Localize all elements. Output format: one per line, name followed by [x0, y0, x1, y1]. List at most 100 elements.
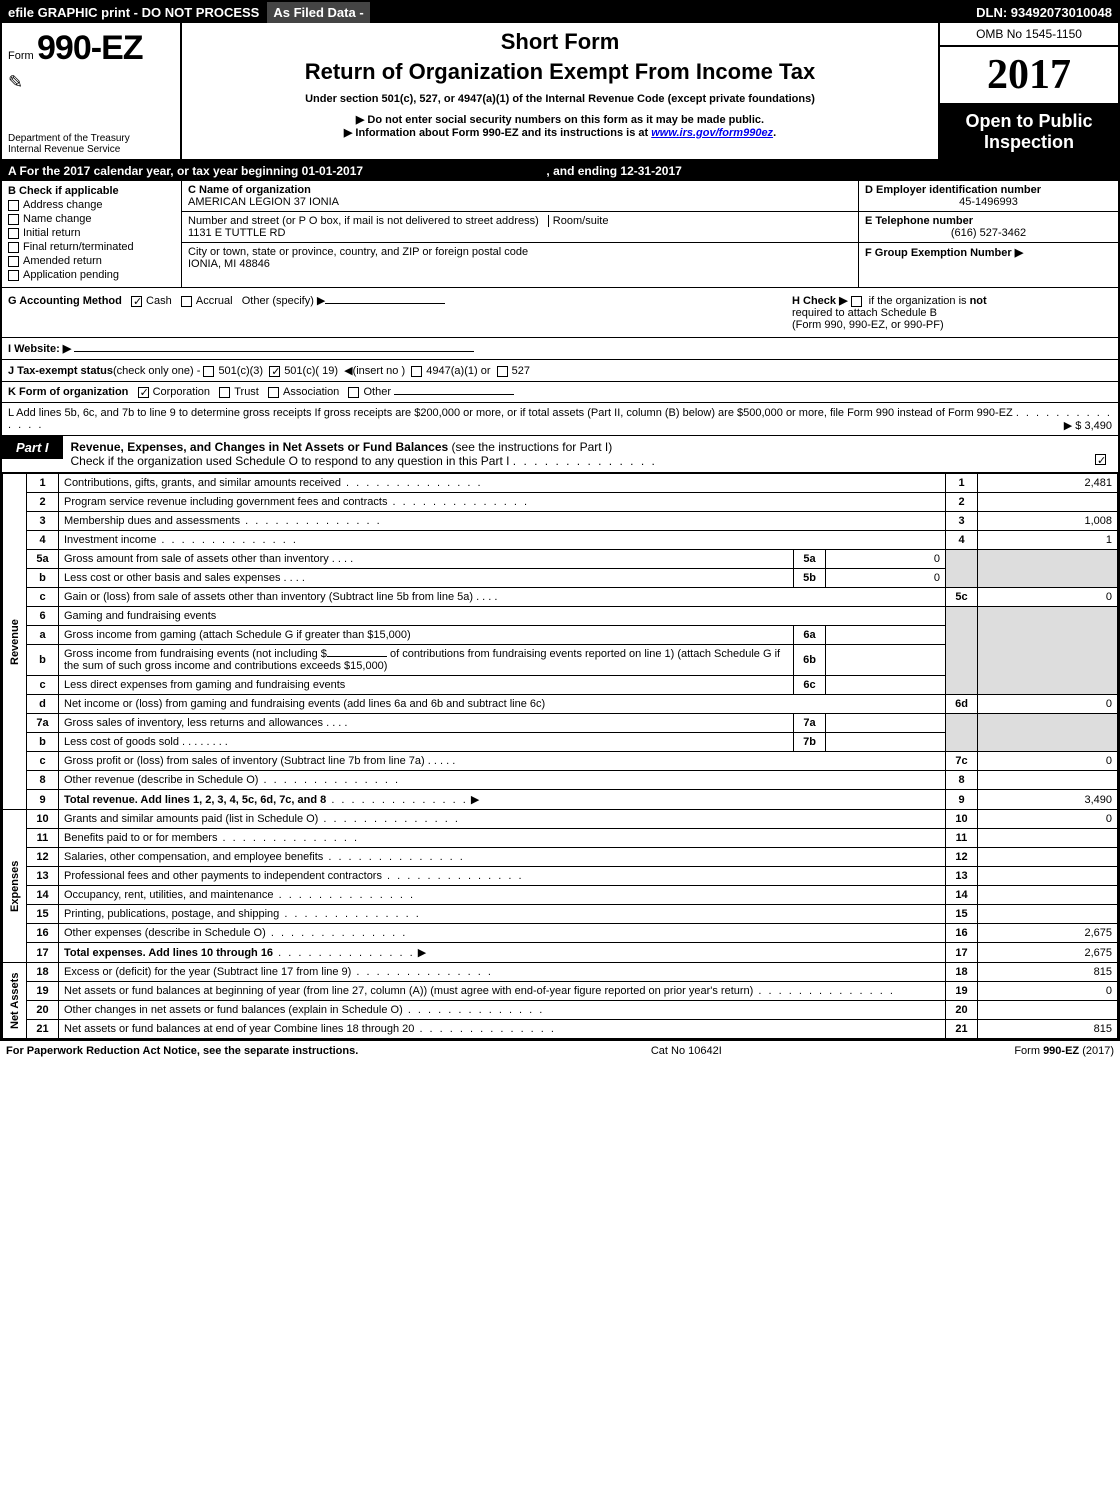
title-box: Short Form Return of Organization Exempt…: [182, 23, 938, 159]
chk-corp[interactable]: [138, 387, 149, 398]
c-street-row: Number and street (or P O box, if mail i…: [182, 212, 858, 243]
k-org-form: K Form of organization Corporation Trust…: [2, 382, 1118, 403]
line-21: 21 Net assets or fund balances at end of…: [3, 1020, 1118, 1039]
ein-value: 45-1496993: [865, 196, 1112, 208]
l-value: ▶ $ 3,490: [1064, 419, 1112, 432]
g-label: G Accounting Method: [8, 295, 122, 307]
b-checkboxes: B Check if applicable Address change Nam…: [2, 181, 182, 287]
chk-h[interactable]: [851, 296, 862, 307]
footer: For Paperwork Reduction Act Notice, see …: [0, 1041, 1120, 1061]
line-17: 17 Total expenses. Add lines 10 through …: [3, 943, 1118, 963]
chk-amended[interactable]: Amended return: [8, 255, 175, 267]
hdr-mid: As Filed Data -: [267, 2, 369, 23]
chk-pending[interactable]: Application pending: [8, 269, 175, 281]
c-org-info: C Name of organization AMERICAN LEGION 3…: [182, 181, 858, 287]
h-text2: required to attach Schedule B: [792, 307, 937, 319]
org-street: 1131 E TUTTLE RD: [188, 227, 852, 239]
chk-name-change[interactable]: Name change: [8, 213, 175, 225]
chk-other-org[interactable]: [348, 387, 359, 398]
i-label: I Website: ▶: [8, 343, 71, 355]
line-3: 3 Membership dues and assessments 3 1,00…: [3, 512, 1118, 531]
row-a-pre: A For the 2017 calendar year, or tax yea…: [8, 164, 302, 178]
chk-4947[interactable]: [411, 366, 422, 377]
main-title: Return of Organization Exempt From Incom…: [192, 59, 928, 85]
row-a-taxyear: A For the 2017 calendar year, or tax yea…: [2, 161, 1118, 181]
j-label: J Tax-exempt status: [8, 365, 113, 377]
line-8: 8 Other revenue (describe in Schedule O)…: [3, 771, 1118, 790]
open1: Open to Public: [942, 111, 1116, 132]
expenses-label: Expenses: [3, 810, 27, 963]
g-accounting: G Accounting Method Cash Accrual Other (…: [8, 294, 792, 331]
line-7a: 7a Gross sales of inventory, less return…: [3, 714, 1118, 733]
chk-527[interactable]: [497, 366, 508, 377]
form-prefix: Form: [8, 50, 34, 62]
hdr-dln: DLN: 93492073010048: [970, 2, 1118, 23]
sub3-pre: ▶ Information about Form 990-EZ and its …: [344, 127, 651, 139]
seal-icon: ✎: [8, 72, 174, 93]
dept-treasury: Department of the Treasury Internal Reve…: [8, 133, 130, 155]
dept2: Internal Revenue Service: [8, 144, 130, 155]
row-a-begin: 01-01-2017: [302, 164, 363, 178]
subtitle-2: ▶ Do not enter social security numbers o…: [192, 113, 928, 126]
part1-checkline: Check if the organization used Schedule …: [71, 454, 510, 468]
line-15: 15 Printing, publications, postage, and …: [3, 905, 1118, 924]
chk-501c[interactable]: [269, 366, 280, 377]
line-9: 9 Total revenue. Add lines 1, 2, 3, 4, 5…: [3, 790, 1118, 810]
c-name-row: C Name of organization AMERICAN LEGION 3…: [182, 181, 858, 212]
line-6d: d Net income or (loss) from gaming and f…: [3, 695, 1118, 714]
d-ein: D Employer identification number 45-1496…: [859, 181, 1118, 212]
h-label: H Check ▶: [792, 295, 848, 307]
line-11: 11 Benefits paid to or for members 11: [3, 829, 1118, 848]
line-5c: c Gain or (loss) from sale of assets oth…: [3, 588, 1118, 607]
chk-trust[interactable]: [219, 387, 230, 398]
line-16: 16 Other expenses (describe in Schedule …: [3, 924, 1118, 943]
sub3-post: .: [773, 127, 776, 139]
line-2: 2 Program service revenue including gove…: [3, 493, 1118, 512]
part-1-tag: Part I: [2, 436, 63, 459]
chk-cash[interactable]: [131, 296, 142, 307]
form-990ez: efile GRAPHIC print - DO NOT PROCESS As …: [0, 0, 1120, 1041]
h-schedule-b: H Check ▶ if the organization is not req…: [792, 294, 1112, 331]
d-e-f-col: D Employer identification number 45-1496…: [858, 181, 1118, 287]
row-a-mid: , and ending: [546, 164, 620, 178]
f-group: F Group Exemption Number ▶: [859, 243, 1118, 262]
chk-assoc[interactable]: [268, 387, 279, 398]
line-19: 19 Net assets or fund balances at beginn…: [3, 982, 1118, 1001]
h-text3: (Form 990, 990-EZ, or 990-PF): [792, 319, 944, 331]
c-city-label: City or town, state or province, country…: [188, 246, 852, 258]
l-gross-receipts: L Add lines 5b, 6c, and 7b to line 9 to …: [2, 403, 1118, 436]
chk-501c3[interactable]: [203, 366, 214, 377]
d-label: D Employer identification number: [865, 184, 1112, 196]
line-12: 12 Salaries, other compensation, and emp…: [3, 848, 1118, 867]
open2: Inspection: [942, 132, 1116, 153]
netassets-label: Net Assets: [3, 963, 27, 1039]
org-city: IONIA, MI 48846: [188, 258, 852, 270]
chk-accrual[interactable]: [181, 296, 192, 307]
footer-left: For Paperwork Reduction Act Notice, see …: [6, 1045, 358, 1057]
subtitle-1: Under section 501(c), 527, or 4947(a)(1)…: [192, 93, 928, 105]
irs-link[interactable]: www.irs.gov/form990ez: [651, 127, 773, 139]
short-form-title: Short Form: [192, 29, 928, 55]
right-box: OMB No 1545-1150 2017 Open to Public Ins…: [938, 23, 1118, 159]
header-bar: efile GRAPHIC print - DO NOT PROCESS As …: [2, 2, 1118, 23]
line-20: 20 Other changes in net assets or fund b…: [3, 1001, 1118, 1020]
dept1: Department of the Treasury: [8, 133, 130, 144]
form-number: 990-EZ: [37, 29, 143, 67]
line-18: Net Assets 18 Excess or (deficit) for th…: [3, 963, 1118, 982]
line-4: 4 Investment income 4 1: [3, 531, 1118, 550]
org-name: AMERICAN LEGION 37 IONIA: [188, 196, 852, 208]
footer-mid: Cat No 10642I: [651, 1045, 722, 1057]
k-label: K Form of organization: [8, 386, 128, 398]
e-phone: E Telephone number (616) 527-3462: [859, 212, 1118, 243]
chk-address-change[interactable]: Address change: [8, 199, 175, 211]
b-header: B Check if applicable: [8, 185, 175, 197]
form-number-box: Form 990-EZ ✎ Department of the Treasury…: [2, 23, 182, 159]
line-10: Expenses 10 Grants and similar amounts p…: [3, 810, 1118, 829]
line-13: 13 Professional fees and other payments …: [3, 867, 1118, 886]
chk-initial-return[interactable]: Initial return: [8, 227, 175, 239]
phone-value: (616) 527-3462: [865, 227, 1112, 239]
f-label: F Group Exemption Number ▶: [865, 247, 1023, 259]
g-other: Other (specify) ▶: [242, 295, 326, 307]
chk-final-return[interactable]: Final return/terminated: [8, 241, 175, 253]
chk-schedule-o[interactable]: [1095, 454, 1106, 465]
